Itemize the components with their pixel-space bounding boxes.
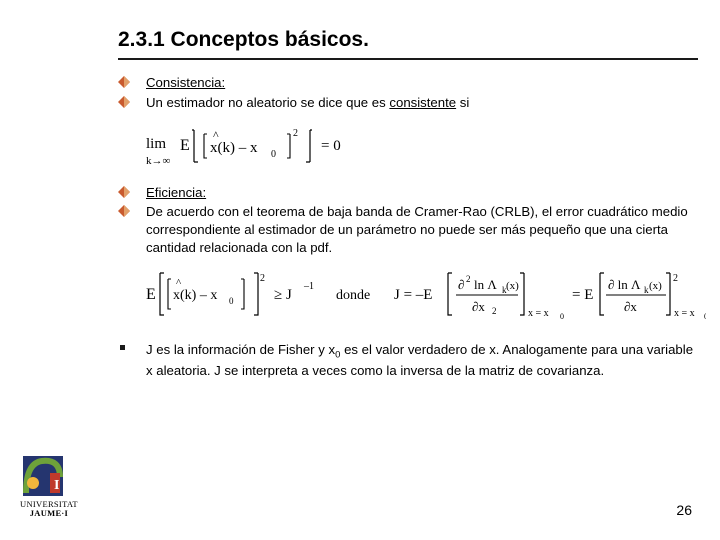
math-text: = 0 xyxy=(321,138,341,154)
math-text: 0 xyxy=(560,312,564,321)
text: J es la información de Fisher y x xyxy=(146,342,335,357)
slide-title: 2.3.1 Conceptos básicos. xyxy=(118,28,698,52)
text: Un estimador no aleatorio se dice que es xyxy=(146,95,389,110)
math-text: ∂ ln Λ xyxy=(608,277,641,292)
math-text: 2 xyxy=(260,273,265,284)
math-text: E xyxy=(180,137,190,154)
bullet-row: Eficiencia: xyxy=(118,184,698,202)
math-text: ∂x xyxy=(624,299,637,314)
math-text: 2 xyxy=(466,274,471,284)
logo-icon: I xyxy=(20,453,66,499)
svg-text:I: I xyxy=(54,478,60,493)
slide-content: Consistencia: Un estimador no aleatorio … xyxy=(118,74,698,380)
math-text: 0 xyxy=(271,149,276,160)
bullet-text: Un estimador no aleatorio se dice que es… xyxy=(146,94,698,112)
bullet-row: De acuerdo con el teorema de baja banda … xyxy=(118,203,698,256)
diamond-bullet-icon xyxy=(118,186,136,198)
math-text: ∂x xyxy=(472,299,485,314)
bullet-row: Consistencia: xyxy=(118,74,698,92)
diamond-bullet-icon xyxy=(118,205,136,217)
text-underlined: consistente xyxy=(389,95,456,110)
university-logo: I UNIVERSITAT JAUME·I xyxy=(20,453,78,518)
math-text: x(k) – x xyxy=(173,288,217,303)
bullet-text: J es la información de Fisher y x0 es el… xyxy=(146,341,698,380)
bullet-text: De acuerdo con el teorema de baja banda … xyxy=(146,203,698,256)
math-text: = E xyxy=(572,287,593,303)
bullet-row: J es la información de Fisher y x0 es el… xyxy=(118,341,698,380)
page-number: 26 xyxy=(676,502,692,518)
math-text: E xyxy=(146,286,156,303)
math-text: x = x xyxy=(674,308,695,319)
bullet-text: Eficiencia: xyxy=(146,184,698,202)
bullet-row: Un estimador no aleatorio se dice que es… xyxy=(118,94,698,112)
math-text: –1 xyxy=(303,281,314,292)
math-text: 0 xyxy=(704,312,706,321)
diamond-bullet-icon xyxy=(118,76,136,88)
math-text: 0 xyxy=(229,296,234,306)
math-text: ∂ xyxy=(458,277,464,292)
math-text: (x) xyxy=(506,280,519,292)
text-underlined: Consistencia: xyxy=(146,75,225,90)
text-underlined: Eficiencia: xyxy=(146,185,206,200)
math-text: lim xyxy=(146,136,166,152)
logo-text-2: JAUME·I xyxy=(20,508,78,518)
math-text: (x) xyxy=(649,280,662,292)
math-text: 2 xyxy=(673,273,678,284)
formula-crlb: E ^ x(k) – x 0 2 ≥ J –1 donde J = –E ∂ xyxy=(146,267,698,323)
formula-consistency: lim k→∞ E ^ x(k) – x 0 2 = 0 xyxy=(146,122,698,172)
math-text: ln Λ xyxy=(474,277,497,292)
math-text: x = x xyxy=(528,308,549,319)
math-text: ≥ J xyxy=(274,287,292,303)
text: si xyxy=(456,95,469,110)
bullet-text: Consistencia: xyxy=(146,74,698,92)
slide: 2.3.1 Conceptos básicos. Consistencia: xyxy=(0,0,720,540)
math-text: x(k) – x xyxy=(210,140,258,156)
square-bullet-icon xyxy=(118,343,136,353)
math-text: J = –E xyxy=(394,287,432,303)
title-underline xyxy=(118,58,698,60)
math-text: k→∞ xyxy=(146,155,171,167)
diamond-bullet-icon xyxy=(118,96,136,108)
math-text: 2 xyxy=(293,128,298,139)
math-text: 2 xyxy=(492,306,497,316)
math-text: donde xyxy=(336,288,370,303)
